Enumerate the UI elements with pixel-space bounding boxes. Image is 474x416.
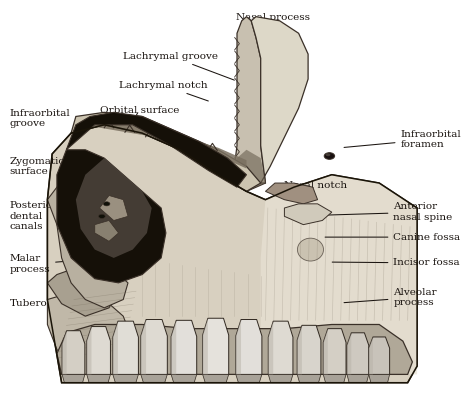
Polygon shape (141, 374, 167, 383)
Polygon shape (369, 337, 373, 374)
Polygon shape (87, 327, 91, 374)
Text: Posterior
dental
canals: Posterior dental canals (9, 201, 85, 231)
Polygon shape (47, 266, 118, 316)
Ellipse shape (326, 153, 330, 156)
Polygon shape (236, 374, 262, 383)
Polygon shape (347, 374, 369, 383)
Polygon shape (87, 374, 110, 383)
Polygon shape (268, 374, 293, 383)
Text: Infraorbital
groove: Infraorbital groove (9, 109, 80, 128)
Text: Incisor fossa: Incisor fossa (332, 258, 460, 267)
Polygon shape (232, 150, 265, 191)
Text: Anterior
nasal spine: Anterior nasal spine (316, 203, 453, 222)
Polygon shape (171, 374, 197, 383)
Ellipse shape (324, 153, 335, 159)
Text: Zygomatic
surface: Zygomatic surface (9, 157, 75, 176)
Polygon shape (76, 158, 152, 258)
Ellipse shape (99, 214, 105, 218)
Polygon shape (323, 329, 328, 374)
Polygon shape (87, 327, 110, 374)
Text: Nasal process: Nasal process (236, 13, 310, 22)
Polygon shape (62, 331, 67, 374)
Polygon shape (236, 319, 241, 374)
Polygon shape (236, 319, 262, 374)
Polygon shape (171, 320, 197, 374)
Polygon shape (202, 374, 228, 383)
Polygon shape (57, 112, 246, 283)
Text: Orbital surface: Orbital surface (100, 106, 179, 115)
Polygon shape (113, 321, 138, 374)
Polygon shape (95, 119, 246, 168)
Ellipse shape (298, 238, 324, 261)
Polygon shape (261, 175, 417, 374)
Polygon shape (62, 331, 85, 374)
Polygon shape (202, 318, 208, 374)
Polygon shape (323, 374, 346, 383)
Polygon shape (57, 324, 412, 374)
Polygon shape (323, 329, 346, 374)
Polygon shape (369, 374, 390, 383)
Polygon shape (71, 112, 261, 191)
Text: Malar
process: Malar process (9, 255, 80, 274)
Polygon shape (202, 318, 228, 374)
Text: Alveolar
process: Alveolar process (344, 288, 437, 307)
Polygon shape (100, 196, 128, 220)
Polygon shape (297, 374, 321, 383)
Text: Nasal notch: Nasal notch (271, 181, 347, 193)
Polygon shape (95, 220, 118, 241)
Polygon shape (284, 204, 332, 225)
Polygon shape (347, 333, 369, 374)
Polygon shape (347, 333, 351, 374)
Text: Canine fossa: Canine fossa (325, 233, 461, 242)
Polygon shape (62, 374, 85, 383)
Polygon shape (297, 325, 321, 374)
Polygon shape (268, 321, 293, 374)
Polygon shape (297, 325, 302, 374)
Ellipse shape (103, 202, 110, 206)
Polygon shape (268, 321, 273, 374)
Polygon shape (47, 125, 417, 383)
Polygon shape (113, 321, 118, 374)
Text: Lachrymal groove: Lachrymal groove (123, 52, 235, 80)
Polygon shape (369, 337, 390, 374)
Polygon shape (251, 17, 308, 183)
Polygon shape (113, 374, 138, 383)
Polygon shape (47, 291, 133, 374)
Polygon shape (171, 320, 176, 374)
Polygon shape (47, 175, 128, 308)
Polygon shape (232, 17, 265, 191)
Polygon shape (141, 319, 167, 374)
Text: Lachrymal notch: Lachrymal notch (119, 81, 208, 101)
Polygon shape (265, 183, 318, 204)
Polygon shape (141, 319, 146, 374)
Text: Tuberosity: Tuberosity (9, 299, 80, 308)
Text: Infraorbital
foramen: Infraorbital foramen (344, 130, 461, 149)
